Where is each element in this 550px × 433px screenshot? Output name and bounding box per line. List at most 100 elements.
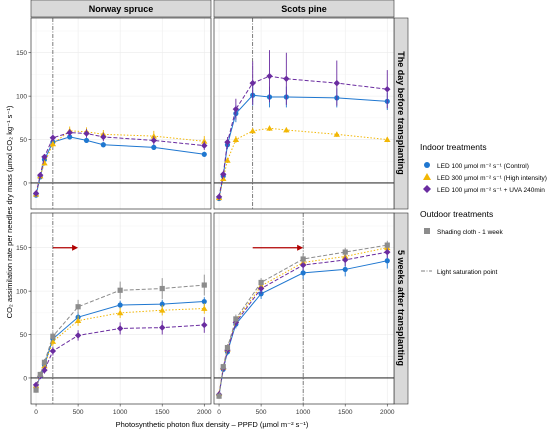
data-point-uva (224, 138, 231, 146)
data-point-control (300, 270, 306, 276)
legend-label-saturation: Light saturation point (437, 269, 498, 276)
data-point-uva (232, 105, 240, 113)
data-point-shade (41, 359, 48, 365)
data-point-high (74, 317, 82, 324)
panel-background (214, 18, 394, 209)
data-point-uva (220, 171, 227, 178)
data-point-uva (257, 285, 265, 292)
x-tick-label: 500 (73, 409, 84, 416)
legend-marker-control (424, 162, 430, 168)
panel-background (214, 213, 394, 404)
data-point-shade (216, 393, 222, 399)
data-point-control (201, 151, 207, 157)
data-point-control (67, 134, 73, 140)
legend-marker-uva (423, 185, 431, 193)
data-point-high (201, 305, 208, 311)
series-line-high (35, 130, 205, 195)
panel-4: 0 500 1000 1500 2000 (213, 212, 395, 416)
panel-background (31, 18, 211, 209)
data-point-uva (215, 193, 223, 201)
legend-item-control: LED 100 µmol m⁻² s⁻¹ (Control) (424, 162, 529, 170)
row-title-5-weeks-after: 5 weeks after transplanting (396, 250, 406, 366)
shift-arrow-head (297, 244, 304, 251)
y-tick-label: 0 (23, 375, 27, 382)
panel-background (31, 213, 211, 404)
column-title-norway-spruce: Norway spruce (89, 4, 154, 14)
legend-item-high: LED 300 µmol m⁻² s⁻¹ (High intensity) (423, 173, 547, 182)
x-tick-label: 0 (217, 409, 221, 416)
data-point-high (49, 140, 57, 147)
data-point-shade (37, 371, 43, 378)
strip-right-row2: 5 weeks after transplanting (393, 212, 409, 405)
y-tick-label: 100 (16, 288, 27, 295)
data-point-uva (37, 171, 44, 179)
panel-border (213, 212, 395, 405)
legend-marker-shade (424, 228, 430, 234)
data-point-shade (75, 304, 81, 310)
data-point-uva (201, 142, 208, 149)
panel-2 (213, 17, 395, 210)
data-point-uva (66, 129, 73, 136)
panel-border (30, 17, 212, 210)
y-tick-label: 100 (16, 93, 27, 100)
legend-label-control: LED 100 µmol m⁻² s⁻¹ (Control) (437, 163, 529, 170)
data-point-shade (33, 387, 39, 393)
strip-right-row1: The day before transplanting (393, 17, 409, 210)
data-point-high (266, 125, 273, 131)
data-point-shade (384, 242, 390, 248)
y-axis-title: CO₂ assimilation rate per needles dry ma… (5, 105, 14, 318)
legend-item-shade: Shading cloth - 1 week (424, 228, 504, 236)
series-high (215, 125, 391, 201)
data-point-uva (83, 130, 90, 137)
legend-marker-high (423, 173, 431, 180)
legend-indoor-title: Indoor treatments (420, 142, 487, 152)
data-point-uva (150, 137, 158, 144)
y-tick-label: 50 (20, 332, 28, 339)
data-point-control (201, 298, 207, 305)
data-point-shade (117, 287, 123, 293)
panel-border (213, 17, 395, 210)
panel-1: 0 50 100 150 (16, 17, 212, 210)
data-point-uva (116, 325, 124, 332)
data-point-uva (74, 332, 82, 339)
data-point-high (224, 157, 231, 163)
data-point-uva (384, 85, 391, 93)
legend: Indoor treatments LED 100 µmol m⁻² s⁻¹ (… (420, 142, 547, 276)
strip-top-spruce: Norway spruce (30, 0, 212, 18)
series-line-high (218, 247, 388, 394)
x-tick-label: 0 (34, 409, 38, 416)
data-point-control (83, 137, 90, 144)
data-point-high (150, 133, 158, 139)
data-point-control (384, 258, 390, 264)
data-point-uva (249, 79, 256, 87)
data-point-uva (41, 153, 48, 161)
x-tick-label: 1000 (296, 409, 311, 416)
series-shade (216, 240, 390, 399)
series-line-shade (218, 244, 388, 397)
data-point-high (159, 307, 166, 313)
data-point-uva (49, 347, 57, 355)
x-axis-title: Photosynthetic photon flux density – PPF… (116, 420, 309, 429)
panel-border (30, 212, 212, 405)
x-tick-label: 1500 (155, 409, 170, 416)
shift-arrow-head (72, 244, 79, 251)
data-point-high (283, 126, 290, 133)
legend-label-shade: Shading cloth - 1 week (437, 229, 504, 236)
data-point-shade (159, 285, 165, 292)
x-tick-label: 1500 (338, 409, 353, 416)
data-point-shade (220, 364, 226, 370)
data-point-uva (201, 321, 208, 329)
x-tick-label: 2000 (380, 409, 395, 416)
series-line-uva (35, 324, 205, 386)
row-title-day-before: The day before transplanting (396, 51, 406, 175)
data-point-uva (299, 261, 307, 269)
y-tick-label: 150 (16, 50, 27, 57)
legend-item-saturation: Light saturation point (421, 269, 498, 276)
data-point-shade (233, 316, 239, 322)
series-line-uva (218, 251, 388, 395)
data-point-uva (100, 133, 107, 141)
data-point-shade (50, 333, 56, 339)
data-point-control (159, 301, 165, 307)
